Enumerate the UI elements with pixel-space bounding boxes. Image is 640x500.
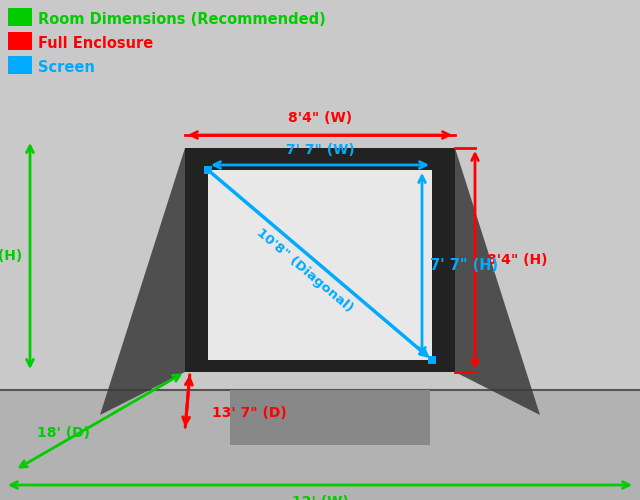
Text: 12' (W): 12' (W): [292, 495, 348, 500]
Text: 8'4" (H): 8'4" (H): [487, 253, 547, 267]
Text: 10'8" (Diagonal): 10'8" (Diagonal): [254, 226, 356, 314]
Bar: [208, 170, 432, 360]
Polygon shape: [100, 148, 185, 415]
Text: 7' 7" (H): 7' 7" (H): [430, 258, 498, 272]
Bar: [185, 148, 455, 372]
Text: Room Dimensions (Recommended): Room Dimensions (Recommended): [38, 12, 326, 26]
Text: 8'4" (W): 8'4" (W): [288, 111, 352, 125]
Bar: [0, 0, 640, 390]
Text: Screen: Screen: [38, 60, 95, 74]
Text: 18' (D): 18' (D): [37, 426, 90, 440]
Text: 9' (H): 9' (H): [0, 249, 22, 263]
Text: Full Enclosure: Full Enclosure: [38, 36, 153, 51]
Bar: [230, 390, 430, 445]
Bar: [428, 356, 436, 364]
Text: 13' 7" (D): 13' 7" (D): [212, 406, 287, 420]
Bar: [8, 56, 32, 74]
Text: 7' 7" (W): 7' 7" (W): [285, 143, 355, 157]
Polygon shape: [455, 148, 540, 415]
Bar: [204, 166, 212, 174]
Bar: [8, 8, 32, 26]
Bar: [0, 390, 640, 500]
Bar: [8, 32, 32, 50]
